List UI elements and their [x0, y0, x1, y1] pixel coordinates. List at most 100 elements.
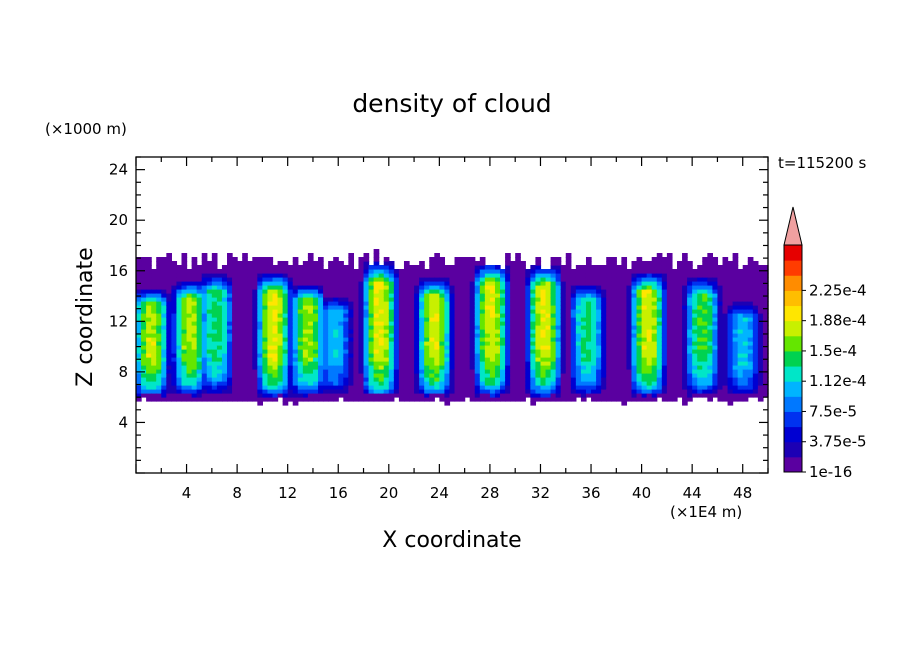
heatmap-cell	[211, 381, 218, 386]
heatmap-cell	[252, 309, 258, 314]
heatmap-cell	[227, 273, 233, 278]
heatmap-cell	[591, 325, 597, 330]
plot-frame	[135, 156, 769, 474]
heatmap-cell	[358, 293, 365, 298]
heatmap-cell	[560, 357, 567, 362]
heatmap-cell	[176, 285, 183, 290]
heatmap-cell	[697, 281, 703, 286]
heatmap-cell	[621, 385, 628, 390]
heatmap-cell	[312, 293, 319, 298]
heatmap-cell	[171, 273, 178, 278]
heatmap-cell	[565, 305, 572, 310]
heatmap-cell	[560, 317, 567, 322]
heatmap-cell	[196, 301, 203, 306]
heatmap-cell	[697, 361, 703, 366]
heatmap-cell	[297, 325, 304, 330]
heatmap-cell	[621, 373, 628, 378]
heatmap-cell	[232, 389, 238, 394]
heatmap-cell	[707, 349, 713, 354]
heatmap-cell	[307, 273, 314, 278]
heatmap-cell	[156, 377, 162, 382]
heatmap-cell	[464, 385, 471, 390]
heatmap-cell	[489, 293, 496, 298]
heatmap-cell	[707, 317, 713, 322]
heatmap-cell	[555, 353, 562, 358]
heatmap-cell	[272, 305, 279, 310]
heatmap-cell	[500, 381, 506, 386]
heatmap-cell	[717, 329, 724, 334]
heatmap-cell	[707, 377, 713, 382]
heatmap-cell	[282, 325, 289, 330]
heatmap-cell	[302, 301, 309, 306]
heatmap-cell	[449, 369, 456, 374]
heatmap-cell	[535, 349, 542, 354]
heatmap-cell	[221, 381, 228, 386]
heatmap-cell	[484, 341, 491, 346]
heatmap-cell	[555, 321, 562, 326]
heatmap-cell	[707, 297, 713, 302]
heatmap-cell	[757, 325, 764, 330]
heatmap-cell	[570, 285, 577, 290]
heatmap-cell	[262, 261, 269, 266]
heatmap-cell	[151, 309, 157, 314]
heatmap-cell	[621, 277, 628, 282]
heatmap-cell	[742, 337, 749, 342]
heatmap-cell	[201, 313, 208, 318]
heatmap-cell	[262, 353, 269, 358]
heatmap-cell	[631, 293, 638, 298]
heatmap-cell	[419, 397, 425, 402]
heatmap-cell	[211, 361, 218, 366]
heatmap-cell	[429, 357, 435, 362]
heatmap-cell	[560, 349, 567, 354]
heatmap-cell	[242, 345, 248, 350]
heatmap-cell	[429, 385, 435, 390]
heatmap-cell	[752, 321, 759, 326]
heatmap-cell	[221, 313, 228, 318]
heatmap-cell	[626, 381, 633, 386]
colorbar-overflow-arrow	[783, 206, 803, 246]
heatmap-cell	[717, 337, 724, 342]
heatmap-cell	[323, 281, 329, 286]
heatmap-cell	[297, 353, 304, 358]
heatmap-cell	[671, 361, 678, 366]
heatmap-cell	[439, 289, 446, 294]
heatmap-cell	[585, 285, 592, 290]
heatmap-cell	[439, 373, 446, 378]
heatmap-cell	[580, 281, 587, 286]
heatmap-cell	[181, 389, 188, 394]
heatmap-cell	[196, 397, 203, 402]
heatmap-cell	[525, 273, 531, 278]
heatmap-cell	[717, 385, 724, 390]
heatmap-cell	[277, 337, 284, 342]
heatmap-cell	[530, 297, 537, 302]
heatmap-cell	[585, 337, 592, 342]
heatmap-cell	[358, 333, 365, 338]
heatmap-cell	[434, 385, 440, 390]
heatmap-cell	[414, 385, 420, 390]
heatmap-cell	[494, 305, 501, 310]
heatmap-cell	[398, 373, 405, 378]
heatmap-cell	[707, 281, 713, 286]
heatmap-cell	[459, 293, 466, 298]
heatmap-cell	[479, 373, 486, 378]
heatmap-cell	[434, 349, 440, 354]
heatmap-cell	[474, 353, 481, 358]
heatmap-cell	[479, 281, 486, 286]
heatmap-cell	[262, 269, 269, 274]
heatmap-cell	[555, 369, 562, 374]
heatmap-cell	[505, 281, 511, 286]
heatmap-cell	[697, 377, 703, 382]
heatmap-cell	[237, 305, 243, 310]
heatmap-cell	[606, 329, 612, 334]
heatmap-cell	[221, 321, 228, 326]
heatmap-cell	[318, 361, 324, 366]
heatmap-cell	[757, 365, 764, 370]
heatmap-cell	[500, 293, 506, 298]
heatmap-cell	[414, 341, 420, 346]
heatmap-cell	[196, 393, 203, 398]
heatmap-cell	[712, 333, 719, 338]
heatmap-cell	[378, 309, 385, 314]
heatmap-cell	[216, 305, 223, 310]
heatmap-cell	[409, 389, 415, 394]
heatmap-cell	[661, 369, 668, 374]
